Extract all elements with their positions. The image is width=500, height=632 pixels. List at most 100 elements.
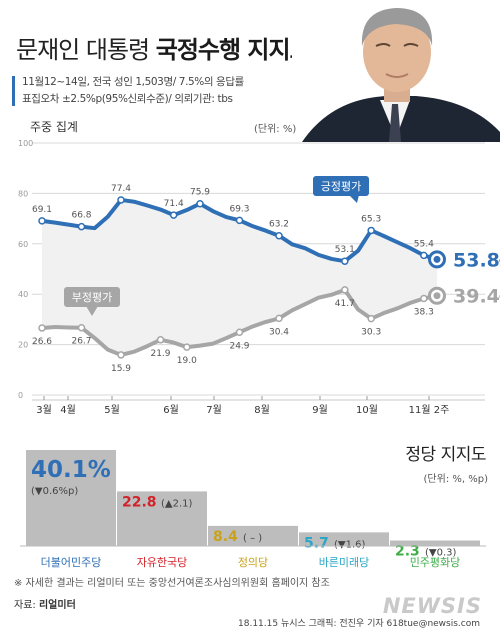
month-label: 4월 <box>60 404 76 416</box>
last-value-label: 53.8 <box>453 249 500 271</box>
last-point-dot <box>433 255 441 263</box>
data-label: 71.4 <box>164 199 184 209</box>
unit-label-top: (단위: %) <box>254 124 297 135</box>
accent-bar <box>12 76 15 106</box>
data-point <box>117 351 125 359</box>
source: 자료: 리얼미터 <box>14 596 76 611</box>
party-change-label: (▼0.3) <box>425 547 456 558</box>
data-label: 77.4 <box>111 184 131 194</box>
party-name-label: 자유한국당 <box>137 556 188 569</box>
data-label: 19.0 <box>177 356 197 366</box>
party-name-label: 정의당 <box>238 556 268 569</box>
negative-callout-text: 부정평가 <box>72 291 112 304</box>
party-value-label: 22.8 <box>122 494 157 510</box>
y-tick-label: 0 <box>18 391 23 400</box>
survey-info-line1: 11월12~14일, 전국 성인 1,503명/ 7.5%의 응답률 <box>22 76 244 88</box>
data-point <box>341 286 349 294</box>
month-label: 9월 <box>312 404 328 416</box>
data-point <box>196 199 204 208</box>
weekly-label: 주중 집계 <box>30 120 78 134</box>
data-point <box>77 222 86 231</box>
data-point <box>183 343 191 351</box>
data-point <box>235 328 244 337</box>
data-point <box>341 257 349 265</box>
y-tick-label: 100 <box>18 139 33 148</box>
data-point <box>117 196 125 204</box>
y-tick-label: 80 <box>18 189 28 198</box>
data-point <box>275 231 283 240</box>
data-point <box>156 336 165 344</box>
party-name-label: 민주평화당 <box>410 556 461 569</box>
data-label: 30.3 <box>361 328 381 338</box>
data-point <box>38 217 46 225</box>
data-point <box>367 314 375 323</box>
data-label: 24.9 <box>229 341 249 351</box>
party-bar <box>208 525 298 546</box>
month-label: 6월 <box>163 404 179 416</box>
data-label: 15.9 <box>111 364 131 374</box>
data-point <box>420 294 428 303</box>
data-label: 53.1 <box>335 245 355 255</box>
data-label: 41.7 <box>335 299 355 309</box>
party-name-label: 바른미래당 <box>319 556 370 569</box>
data-label: 65.3 <box>361 214 381 224</box>
title-bold: 국정수행 지지도 <box>155 36 312 64</box>
party-value-label: 8.4 <box>213 529 238 545</box>
survey-info-line2: 표집오차 ±2.5%p(95%신뢰수준)/ 의뢰기관: tbs <box>22 93 233 105</box>
credit: 18.11.15 뉴시스 그래픽: 전진우 기자 618tue@newsis.c… <box>238 619 481 629</box>
month-label: 3월 <box>36 404 52 416</box>
negative-callout: 부정평가 <box>64 287 120 316</box>
last-value-label: 39.4 <box>453 286 500 308</box>
data-label: 66.8 <box>71 211 91 221</box>
newsis-logo: NEWSIS <box>382 594 482 618</box>
party-change-label: ( – ) <box>243 533 262 544</box>
party-bar <box>26 450 116 546</box>
source-name: 리얼미터 <box>38 600 76 611</box>
data-label: 26.7 <box>71 337 91 347</box>
data-point <box>420 251 428 260</box>
party-change-label: (▼1.6) <box>334 539 365 550</box>
data-label: 75.9 <box>190 188 210 198</box>
data-point <box>169 211 178 219</box>
data-label: 69.3 <box>229 204 249 214</box>
month-label: 5월 <box>104 404 120 416</box>
series-gap-band <box>42 199 437 355</box>
negative-callout-box <box>64 287 120 307</box>
data-label: 63.2 <box>269 220 289 230</box>
negative-callout-tail <box>86 306 98 316</box>
party-change-label: (▼0.6%p) <box>31 486 78 497</box>
data-point <box>38 324 46 332</box>
party-unit-label: (단위: %, %p) <box>423 474 488 485</box>
month-label: 10월 <box>356 404 378 416</box>
party-name-label: 더불어민주당 <box>41 556 102 569</box>
data-label: 69.1 <box>32 205 52 215</box>
data-point <box>235 216 244 225</box>
last-point-dot <box>433 292 441 300</box>
data-point <box>367 226 375 235</box>
party-value-label: 40.1% <box>31 457 111 483</box>
data-label: 30.4 <box>269 327 289 337</box>
footnote: ※ 자세한 결과는 리얼미터 또는 중앙선거여론조사심의위원회 홈페이지 참조 <box>14 578 330 589</box>
title-light: 문재인 대통령 <box>16 36 150 64</box>
positive-callout: 긍정평가 <box>313 176 369 203</box>
y-tick-label: 20 <box>18 341 28 350</box>
party-bar <box>117 491 207 546</box>
positive-callout-box <box>313 176 369 196</box>
data-label: 26.6 <box>32 337 52 347</box>
data-point <box>275 314 283 323</box>
month-label: 8월 <box>254 404 270 416</box>
month-label: 7월 <box>206 404 222 416</box>
data-label: 38.3 <box>414 307 434 317</box>
party-change-label: (▲2.1) <box>161 498 192 509</box>
president-portrait <box>292 0 500 142</box>
party-bar <box>390 540 480 546</box>
data-point <box>77 323 86 332</box>
y-tick-label: 60 <box>18 240 28 249</box>
y-tick-label: 40 <box>18 290 28 299</box>
month-label: 11월 2주 <box>409 404 450 416</box>
positive-callout-text: 긍정평가 <box>321 180 361 193</box>
page-title: 문재인 대통령 국정수행 지지도 <box>16 30 312 65</box>
party-value-label: 2.3 <box>395 543 420 559</box>
party-chart-title: 정당 지지도 <box>405 445 486 465</box>
